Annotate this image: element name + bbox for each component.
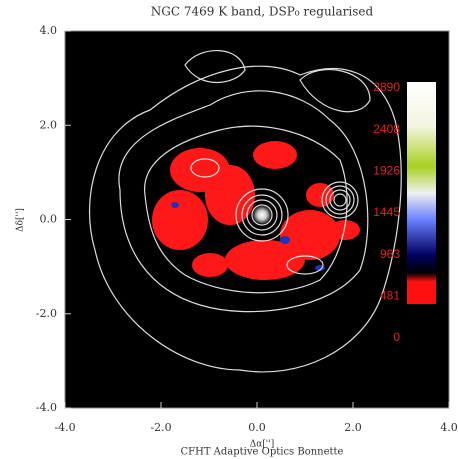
colorbar-tick-label: 963 — [380, 247, 400, 261]
x-tick-label: 4.0 — [440, 421, 458, 434]
colorbar: 0 481 963 1445 1926 2408 2890 — [373, 80, 436, 344]
y-axis-label: Δδ[''] — [16, 208, 26, 232]
y-tick-label: 0.0 — [40, 213, 58, 226]
y-tick-label: -2.0 — [36, 307, 57, 320]
y-tick-label: 2.0 — [40, 118, 58, 131]
x-tick-label: -2.0 — [150, 421, 171, 434]
image — [88, 50, 402, 373]
colorbar-tick-label: 2890 — [373, 80, 400, 94]
colorbar-tick-label: 0 — [393, 330, 400, 344]
colorbar-tick-label: 481 — [380, 289, 400, 303]
colorbar-tick-label: 1926 — [373, 164, 400, 178]
x-tick-label: -4.0 — [54, 421, 75, 434]
chart-title: NGC 7469 K band, DSP₀ regularised — [151, 5, 374, 19]
colorbar-tick-label: 2408 — [373, 122, 400, 136]
y-tick-label: -4.0 — [36, 401, 57, 414]
x-tick-label: 2.0 — [344, 421, 362, 434]
footer: CFHT Adaptive Optics Bonnette — [181, 447, 344, 458]
colorbar-tick-label: 1445 — [373, 205, 400, 219]
x-tick-label: 0.0 — [248, 421, 266, 434]
colorbar-gradient — [407, 82, 436, 304]
x-axis-label: Δα[''] — [250, 440, 275, 450]
y-tick-label: 4.0 — [40, 24, 58, 37]
